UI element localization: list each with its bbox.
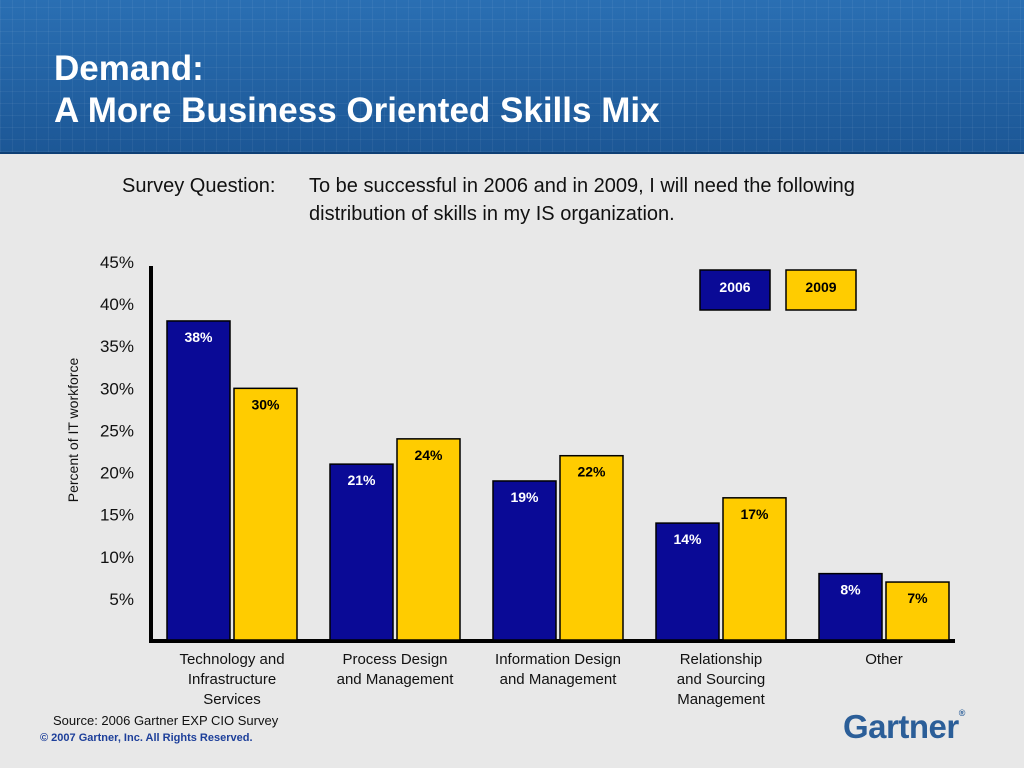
page-title-line2: A More Business Oriented Skills Mix — [54, 91, 660, 130]
x-category-label-line: Infrastructure — [187, 671, 277, 688]
title-banner — [0, 0, 1024, 154]
legend-entry: 2009 — [805, 279, 836, 295]
x-category-label: Technology and Infrastructure Services — [157, 650, 307, 710]
legend-swatch-2009 — [785, 269, 857, 311]
bar-2009 — [722, 497, 787, 641]
bar-2006 — [166, 320, 231, 641]
y-axis-label: Percent of IT workforce — [65, 358, 81, 503]
bar-data-label: 22% — [577, 464, 606, 480]
y-tick-label: 5% — [109, 590, 134, 609]
x-category-label-line: Relationship — [679, 651, 763, 668]
y-tick-label: 15% — [100, 506, 134, 525]
bar-data-label: 7% — [907, 590, 928, 606]
y-tick-label: 40% — [100, 295, 134, 314]
x-category-label-line: and Management — [336, 671, 454, 688]
x-category-label-line: Other — [865, 651, 903, 668]
source-note: Source: 2006 Gartner EXP CIO Survey — [53, 713, 279, 728]
x-category-label: Process Design and Management — [320, 650, 470, 690]
bar-data-label: 14% — [673, 531, 702, 547]
page-title-line1: Demand: — [54, 49, 204, 88]
bar-2009 — [559, 454, 624, 641]
bar-2006 — [492, 480, 557, 641]
x-category-label-line: Information Design — [495, 651, 621, 668]
legend-entry: 2006 — [719, 279, 750, 295]
gartner-logo: Gartner® — [843, 708, 965, 746]
x-category-label-line: Technology and — [179, 651, 285, 668]
bar-2006 — [818, 572, 883, 641]
x-category-label: Relationship and Sourcing Management — [646, 650, 796, 710]
page-title: Demand: A More Business Oriented Skills … — [54, 48, 660, 132]
bar-2009 — [396, 438, 461, 641]
survey-question-text: To be successful in 2006 and in 2009, I … — [309, 175, 855, 225]
y-tick-label: 25% — [100, 421, 134, 440]
bar-data-label: 21% — [347, 472, 376, 488]
bar-data-label: 24% — [414, 447, 443, 463]
registered-mark-icon: ® — [958, 708, 966, 718]
y-tick-label: 10% — [100, 548, 134, 567]
bar-2009 — [233, 387, 298, 641]
survey-question-label: Survey Question: — [122, 175, 276, 197]
bar-data-label: 38% — [184, 329, 213, 345]
gartner-logo-text: Gartner — [843, 708, 959, 745]
copyright-note: © 2007 Gartner, Inc. All Rights Reserved… — [40, 732, 253, 744]
bar-data-label: 19% — [510, 489, 539, 505]
bar-2009 — [885, 581, 950, 641]
bar-data-label: 17% — [740, 506, 769, 522]
x-category-label-line: Management — [677, 691, 765, 708]
y-tick-label: 35% — [100, 337, 134, 356]
x-category-label: Information Design and Management — [483, 650, 633, 690]
x-category-label-line: and Sourcing — [676, 671, 766, 688]
y-tick-label: 20% — [100, 464, 134, 483]
bar-data-label: 8% — [840, 582, 861, 598]
x-category-label-line: Process Design — [342, 651, 448, 668]
bar-2006 — [329, 463, 394, 641]
x-category-label-line: Services — [203, 691, 261, 708]
y-tick-label: 45% — [100, 253, 134, 272]
y-tick-label: 30% — [100, 379, 134, 398]
bar-data-label: 30% — [251, 396, 280, 412]
legend-swatch-2006 — [699, 269, 771, 311]
x-category-label: Other — [809, 650, 959, 670]
x-category-label-line: and Management — [499, 671, 617, 688]
bar-2006 — [655, 522, 720, 641]
